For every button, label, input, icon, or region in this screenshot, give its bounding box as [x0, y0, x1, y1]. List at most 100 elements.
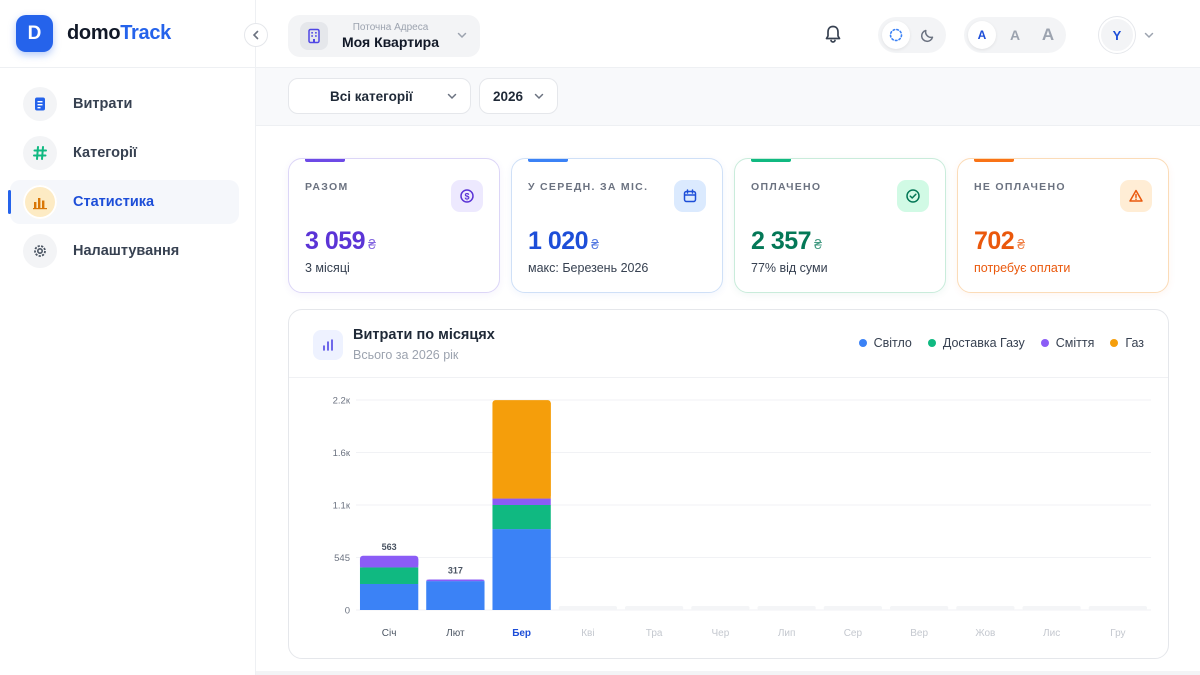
- card-subtitle: макс: Березень 2026: [528, 261, 649, 275]
- moon-icon: [920, 29, 934, 43]
- empty-bar-placeholder: [757, 606, 816, 610]
- x-tick-label: Жов: [975, 628, 995, 639]
- font-size-medium-button[interactable]: A: [1009, 27, 1021, 43]
- stacked-bar-chart: 0 545 1.1к 1.6к 2.2к 563 Січ 317 Лют Бер Кві Тра Чер…: [333, 396, 1151, 639]
- card-accent: [751, 159, 791, 162]
- notifications-button[interactable]: [823, 24, 843, 49]
- sidebar-item-settings[interactable]: Налаштування: [10, 229, 239, 273]
- collapse-sidebar-button[interactable]: [244, 23, 268, 47]
- card-subtitle: 3 місяці: [305, 261, 350, 275]
- legend-item-gas-delivery[interactable]: Доставка Газу: [927, 336, 1025, 350]
- legend-item-gas[interactable]: Газ: [1110, 336, 1144, 350]
- bar-segment: [359, 583, 419, 610]
- chevron-down-icon: [534, 93, 544, 100]
- font-size-small-button[interactable]: A: [968, 21, 996, 49]
- card-title: У СЕРЕДН. ЗА МІС.: [528, 181, 649, 193]
- card-value: 2 357 ₴: [751, 227, 822, 255]
- loader-icon: [889, 28, 903, 42]
- font-size-toggle: A A A: [964, 17, 1066, 53]
- brand-name: domoTrack: [67, 22, 172, 44]
- address-text: Поточна Адреса Моя Квартира: [342, 22, 439, 51]
- stat-card-average: У СЕРЕДН. ЗА МІС. 1 020 ₴ макс: Березень …: [511, 158, 723, 293]
- svg-text:$: $: [464, 191, 469, 201]
- chevron-down-icon[interactable]: [1143, 29, 1155, 41]
- card-title: НЕ ОПЛАЧЕНО: [974, 181, 1066, 193]
- brand[interactable]: D domoTrack: [0, 0, 255, 68]
- stat-card-unpaid: НЕ ОПЛАЧЕНО 702 ₴ потребує оплати: [957, 158, 1169, 293]
- font-size-large-button[interactable]: A: [1041, 25, 1055, 44]
- x-tick-label: Лис: [1043, 628, 1060, 639]
- sidebar-item-statistics[interactable]: Статистика: [8, 180, 239, 224]
- x-tick-label: Гру: [1110, 628, 1125, 639]
- y-tick-label: 1.1к: [333, 501, 351, 512]
- warning-icon: [1120, 180, 1152, 212]
- x-tick-label: Чер: [711, 628, 729, 639]
- empty-bar-placeholder: [691, 606, 750, 610]
- chevron-down-icon: [457, 32, 467, 39]
- x-tick-label: Січ: [382, 628, 397, 639]
- x-tick-label: Лип: [778, 628, 796, 639]
- card-accent: [974, 159, 1014, 162]
- y-tick-label: 2.2к: [333, 396, 351, 407]
- empty-bar-placeholder: [1088, 606, 1148, 610]
- bar-total-label: 563: [382, 542, 397, 552]
- theme-toggle: [878, 17, 946, 53]
- stat-card-total: РАЗОМ $ 3 059 ₴ 3 місяці: [288, 158, 500, 293]
- bell-icon: [825, 25, 841, 43]
- bar-chart-icon: [313, 330, 343, 360]
- category-select[interactable]: Всі категорії: [288, 78, 471, 114]
- year-select-value: 2026: [493, 88, 524, 104]
- card-value: 702 ₴: [974, 227, 1025, 255]
- chart-header: Витрати по місяцях Всього за 2026 рік Св…: [289, 310, 1168, 378]
- chart-subtitle: Всього за 2026 рік: [353, 348, 459, 362]
- bar-chart-icon: [23, 185, 57, 219]
- avatar[interactable]: Y: [1099, 17, 1135, 53]
- sidebar-item-label: Витрати: [73, 96, 133, 112]
- address-value: Моя Квартира: [342, 33, 440, 50]
- theme-dark-button[interactable]: [914, 21, 942, 49]
- top-header: Поточна Адреса Моя Квартира A A A Y: [256, 0, 1200, 68]
- card-subtitle: потребує оплати: [974, 261, 1071, 275]
- theme-system-button[interactable]: [882, 21, 910, 49]
- bar-total-label: 317: [448, 565, 463, 575]
- empty-bar-placeholder: [889, 606, 949, 610]
- category-select-value: Всі категорії: [330, 88, 413, 104]
- card-value: 3 059 ₴: [305, 227, 376, 255]
- stat-card-paid: ОПЛАЧЕНО 2 357 ₴ 77% від суми: [734, 158, 946, 293]
- bar-segment: [359, 567, 419, 584]
- sidebar-item-expenses[interactable]: Витрати: [10, 82, 239, 126]
- legend-item-trash[interactable]: Сміття: [1040, 336, 1094, 350]
- x-tick-label: Сер: [844, 628, 863, 639]
- bar-segment-fill: [492, 403, 551, 499]
- bar-segment: [426, 581, 485, 610]
- x-tick-label: Бер: [512, 628, 531, 639]
- bar-segment: [492, 529, 551, 610]
- bar-segment-fill: [359, 558, 419, 568]
- card-subtitle: 77% від суми: [751, 261, 828, 275]
- x-tick-label: Вер: [910, 628, 928, 639]
- y-tick-label: 0: [345, 606, 350, 617]
- x-tick-label: Кві: [581, 628, 594, 639]
- building-icon: [300, 22, 328, 50]
- address-caption: Поточна Адреса: [352, 21, 429, 33]
- empty-bar-placeholder: [956, 606, 1015, 610]
- legend-item-light[interactable]: Світло: [858, 336, 912, 350]
- year-select[interactable]: 2026: [479, 78, 558, 114]
- document-icon: [23, 87, 57, 121]
- empty-bar-placeholder: [624, 606, 684, 610]
- y-tick-label: 545: [334, 553, 350, 564]
- empty-bar-placeholder: [558, 606, 618, 610]
- sidebar-item-label: Категорії: [73, 145, 137, 161]
- card-accent: [528, 159, 568, 162]
- monthly-expenses-chart-card: Витрати по місяцях Всього за 2026 рік Св…: [288, 309, 1169, 659]
- sidebar-item-label: Налаштування: [73, 243, 180, 259]
- chart-title: Витрати по місяцях: [353, 327, 495, 343]
- address-selector[interactable]: Поточна Адреса Моя Квартира: [288, 15, 480, 57]
- hashtag-icon: [23, 136, 57, 170]
- sidebar-item-categories[interactable]: Категорії: [10, 131, 239, 175]
- card-title: ОПЛАЧЕНО: [751, 181, 822, 193]
- y-tick-label: 1.6к: [333, 448, 351, 459]
- card-value: 1 020 ₴: [528, 227, 599, 255]
- bar-segment: [492, 498, 551, 505]
- bar-segment: [492, 505, 551, 530]
